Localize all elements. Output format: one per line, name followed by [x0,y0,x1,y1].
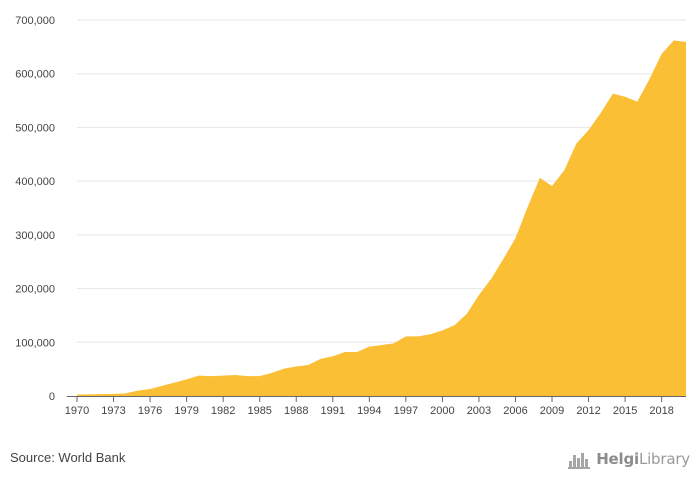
helgi-library-brand: HelgiLibrary [568,448,690,470]
data-point [466,313,467,314]
data-point [405,336,406,337]
data-point [552,185,553,186]
data-point [259,376,260,377]
data-point [223,375,224,376]
area-series [77,40,686,396]
x-tick-label: 2006 [503,405,527,417]
data-point [503,259,504,260]
x-tick-label: 1970 [65,405,89,417]
x-tick-label: 2012 [576,405,600,417]
helgi-library-logo-icon [568,453,591,469]
data-point [576,143,577,144]
data-point [625,96,626,97]
data-point [344,351,345,352]
x-tick-label: 1982 [211,405,235,417]
data-point [369,346,370,347]
y-tick-label: 200,000 [15,284,55,296]
area-chart: 0 100,000 200,000 300,000 400,000 500,000 600,… [15,15,687,417]
brand-prefix: Helgi [596,450,639,468]
data-point [77,394,78,395]
data-point [162,385,163,386]
data-point [393,343,394,344]
x-tick-label: 2018 [649,405,673,417]
x-tick-label: 1991 [321,405,345,417]
data-point [637,101,638,102]
data-point [649,79,650,80]
x-tick-label: 2000 [430,405,454,417]
y-tick-label: 400,000 [15,176,55,188]
data-point [186,379,187,380]
x-tick-label: 1979 [174,405,198,417]
data-point [478,295,479,296]
data-point [588,130,589,131]
data-point [564,170,565,171]
data-point [89,394,90,395]
x-tick-label: 2003 [467,405,491,417]
data-point [418,336,419,337]
data-point [150,389,151,390]
y-tick-label: 700,000 [15,15,55,27]
y-tick-label: 100,000 [15,337,55,349]
x-tick-label: 1994 [357,405,381,417]
x-tick-label: 2009 [540,405,564,417]
data-point [612,93,613,94]
data-point [308,364,309,365]
data-point [491,278,492,279]
data-point [661,53,662,54]
x-tick-label: 1997 [394,405,418,417]
data-point [357,351,358,352]
data-point [430,334,431,335]
x-tick-label: 1973 [101,405,125,417]
y-tick-label: 300,000 [15,230,55,242]
data-point [381,344,382,345]
brand-suffix: Library [638,450,690,468]
data-point [113,393,114,394]
data-point [284,368,285,369]
data-point [198,375,199,376]
data-point [101,394,102,395]
data-point [332,356,333,357]
data-point [442,330,443,331]
data-point [454,325,455,326]
brand-name: HelgiLibrary [596,450,690,468]
x-tick-label: 1988 [284,405,308,417]
data-point [137,390,138,391]
chart-area: 0 100,000 200,000 300,000 400,000 500,000 600,… [15,15,687,417]
data-point [320,358,321,359]
data-point [174,382,175,383]
y-tick-label: 600,000 [15,69,55,81]
x-tick-label: 1985 [247,405,271,417]
y-tick-label: 0 [49,391,55,403]
data-point [210,376,211,377]
data-point [296,366,297,367]
data-point [600,112,601,113]
x-tick-label: 2015 [613,405,637,417]
data-point [539,177,540,178]
y-tick-label: 500,000 [15,122,55,134]
data-point [527,206,528,207]
source-note: Source: World Bank [10,450,126,465]
data-point [686,42,687,43]
data-point [247,376,248,377]
data-point [125,393,126,394]
x-tick-label: 1976 [138,405,162,417]
data-point [235,375,236,376]
data-point [515,238,516,239]
data-point [271,372,272,373]
data-point [673,40,674,41]
